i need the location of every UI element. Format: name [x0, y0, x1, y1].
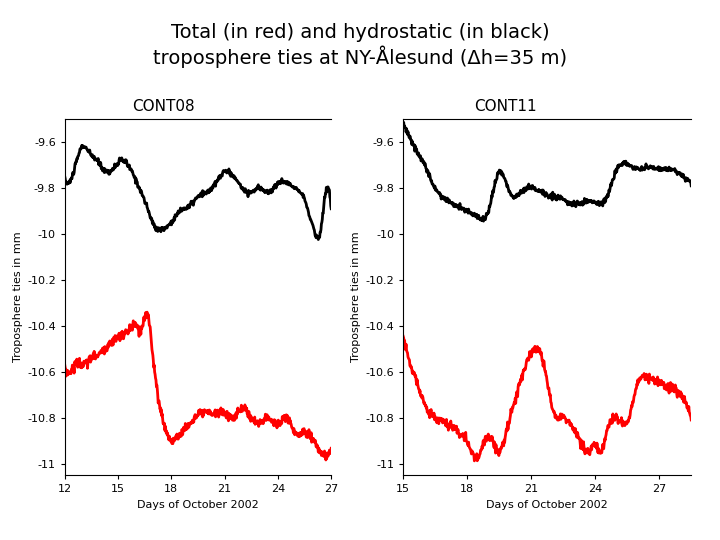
Y-axis label: Troposphere ties in mm: Troposphere ties in mm	[351, 232, 361, 362]
Text: CONT11: CONT11	[474, 99, 537, 114]
X-axis label: Days of October 2002: Days of October 2002	[486, 500, 608, 510]
Text: CONT08: CONT08	[132, 99, 195, 114]
Y-axis label: Troposphere ties in mm: Troposphere ties in mm	[13, 232, 23, 362]
Text: Total (in red) and hydrostatic (in black)
troposphere ties at NY-Ålesund (Δh=35 : Total (in red) and hydrostatic (in black…	[153, 23, 567, 69]
X-axis label: Days of October 2002: Days of October 2002	[137, 500, 259, 510]
